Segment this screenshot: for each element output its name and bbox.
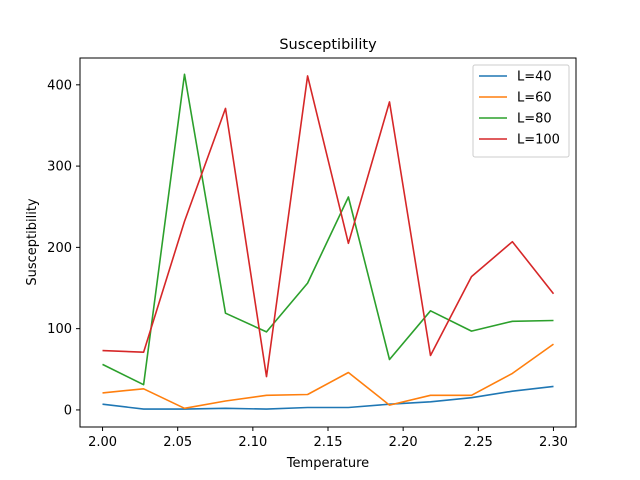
x-axis-label: Temperature [286, 456, 369, 471]
plot-frame [79, 57, 577, 428]
legend-label: L=40 [517, 70, 552, 85]
x-tick-label: 2.20 [389, 435, 418, 450]
series-line-l100 [102, 75, 555, 378]
y-tick-label: 300 [47, 160, 72, 175]
legend-label: L=60 [517, 91, 552, 106]
legend-label: L=100 [517, 133, 560, 148]
y-tick-label: 400 [47, 78, 72, 93]
x-tick-label: 2.30 [539, 435, 568, 450]
x-tick-label: 2.15 [314, 435, 343, 450]
x-axis: 2.00 2.05 2.10 2.15 2.20 2.25 2.30 [88, 427, 568, 450]
series-line-l80 [102, 73, 554, 386]
legend: L=40 L=60 L=80 L=100 [472, 64, 570, 158]
x-tick-label: 2.25 [464, 435, 493, 450]
x-tick-label: 2.05 [163, 435, 192, 450]
y-tick-label: 0 [64, 403, 72, 418]
legend-label: L=80 [517, 112, 552, 127]
y-axis-label: Susceptibility [25, 198, 40, 286]
plot-area [102, 73, 555, 410]
x-tick-label: 2.00 [88, 435, 117, 450]
chart-title: Susceptibility [279, 37, 377, 53]
legend-box [472, 64, 570, 158]
y-tick-label: 200 [47, 241, 72, 256]
series-line-l60 [102, 343, 554, 410]
x-tick-label: 2.10 [238, 435, 267, 450]
series-line-l40 [102, 385, 554, 410]
y-tick-label: 100 [47, 322, 72, 337]
y-axis: 0 100 200 300 400 [47, 78, 80, 418]
